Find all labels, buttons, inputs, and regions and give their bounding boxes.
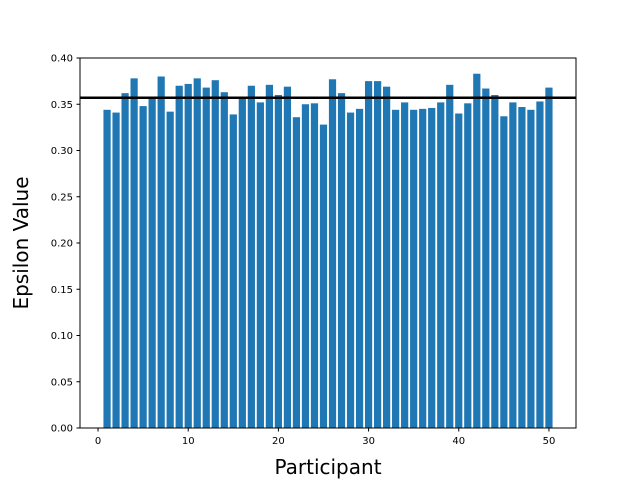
y-ticks: 0.00 0.05 0.10 0.15 0.20 0.25 0.30 0.35 0.40: [51, 54, 80, 435]
bar-participant-1: [103, 109, 111, 429]
x-tick-label: 50: [543, 436, 556, 447]
x-tick-label: 30: [362, 436, 375, 447]
x-ticks: 0 10 20 30 40 50: [95, 428, 555, 447]
bar-participant-49: [536, 101, 544, 428]
y-tick-label: 0.20: [51, 239, 73, 250]
bar-participant-6: [148, 97, 156, 429]
bar-participant-47: [518, 107, 526, 429]
y-tick-label: 0.35: [51, 100, 73, 111]
bar-participant-24: [310, 103, 319, 428]
bar-participant-25: [319, 124, 328, 428]
bar-participant-46: [509, 102, 517, 429]
y-tick-label: 0.10: [51, 331, 73, 342]
bar-participant-45: [500, 116, 508, 429]
x-tick-label: 0: [95, 436, 101, 447]
y-axis-label: Epsilon Value: [9, 176, 33, 309]
bar-participant-8: [166, 111, 174, 429]
x-tick-label: 40: [452, 436, 465, 447]
y-tick-label: 0.30: [51, 146, 73, 157]
y-tick-label: 0.00: [51, 424, 73, 435]
bar-participant-15: [229, 114, 237, 429]
bar-participant-29: [355, 108, 364, 428]
bar-participant-16: [238, 98, 246, 428]
bar-participant-18: [256, 102, 264, 429]
bar-participant-34: [401, 102, 409, 429]
x-axis-label: Participant: [274, 455, 381, 479]
bar-participant-50: [545, 87, 553, 428]
bar-participant-33: [392, 109, 400, 429]
bar-participant-14: [220, 92, 228, 428]
bar-participant-28: [346, 112, 355, 428]
bar-participant-40: [455, 113, 463, 428]
bar-participant-20: [274, 95, 283, 428]
y-tick-label: 0.25: [51, 192, 73, 203]
bar-participant-26: [328, 79, 337, 429]
bar-participant-9: [175, 85, 183, 428]
bar-participant-22: [292, 117, 301, 428]
bar-participant-23: [301, 104, 310, 428]
bar-participant-31: [373, 81, 382, 428]
bar-participant-2: [112, 112, 120, 428]
bar-participant-37: [428, 107, 436, 428]
bar-participant-30: [364, 81, 373, 428]
x-tick-label: 20: [272, 436, 285, 447]
bar-participant-13: [211, 80, 219, 428]
x-tick-label: 10: [182, 436, 195, 447]
bar-participant-42: [473, 73, 481, 428]
y-tick-label: 0.15: [51, 285, 73, 296]
bar-participant-43: [482, 88, 490, 429]
bar-participant-11: [193, 78, 201, 428]
y-tick-label: 0.05: [51, 377, 73, 388]
bar-participant-27: [337, 93, 346, 429]
bar-participant-5: [139, 106, 147, 428]
y-tick-label: 0.40: [51, 54, 73, 65]
bar-participant-21: [283, 86, 292, 429]
bar-participant-38: [437, 102, 445, 429]
bar-participant-35: [410, 109, 418, 429]
bars-group: [103, 73, 553, 429]
bar-participant-19: [265, 84, 273, 428]
bar-participant-12: [202, 87, 210, 428]
bar-participant-36: [419, 108, 427, 428]
bar-participant-17: [247, 85, 255, 428]
bar-participant-10: [184, 83, 192, 429]
bar-participant-44: [491, 95, 499, 428]
bar-participant-4: [130, 78, 138, 428]
bar-participant-7: [157, 76, 165, 428]
bar-participant-48: [527, 109, 535, 429]
bar-participant-3: [121, 93, 129, 429]
bar-participant-32: [383, 86, 391, 429]
bar-participant-39: [446, 84, 454, 428]
bar-participant-41: [464, 103, 472, 428]
